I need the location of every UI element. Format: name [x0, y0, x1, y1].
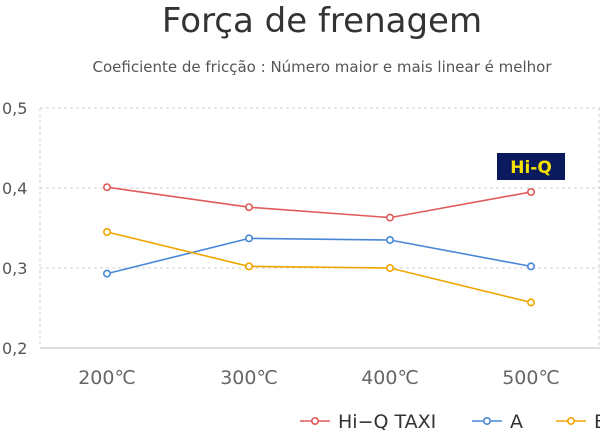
legend-swatch-marker [482, 416, 491, 425]
data-point [526, 188, 535, 197]
y-tick-label: 0,5 [2, 99, 27, 118]
data-point [245, 203, 254, 212]
data-point [245, 262, 254, 271]
y-tick-label: 0,2 [2, 339, 27, 358]
y-tick-label: 0,4 [2, 179, 27, 198]
x-axis-ticks: 200℃ 300℃ 400℃ 500℃ [78, 367, 560, 389]
chart-subtitle: Coeficiente de fricção : Número maior e … [93, 58, 553, 76]
legend-label: A [510, 411, 523, 430]
series-lines [103, 183, 535, 307]
data-point [385, 263, 394, 272]
data-point [103, 183, 112, 192]
y-axis-ticks: 0,2 0,3 0,4 0,5 [2, 99, 27, 358]
legend-label: B [594, 411, 600, 430]
x-tick-label: 500℃ [502, 367, 560, 389]
data-point [385, 236, 394, 245]
x-tick-label: 400℃ [361, 367, 419, 389]
data-point [526, 262, 535, 271]
data-point [526, 298, 535, 307]
data-point [385, 213, 394, 222]
hi-q-badge-label: Hi-Q [510, 158, 552, 178]
data-point [103, 269, 112, 278]
data-point [103, 228, 112, 237]
legend-swatch-marker [310, 416, 319, 425]
y-tick-label: 0,3 [2, 259, 27, 278]
data-point [245, 234, 254, 243]
hi-q-badge-background [497, 153, 565, 180]
legend-swatch-marker [566, 416, 575, 425]
x-tick-label: 200℃ [78, 367, 136, 389]
legend-label: Hi−Q TAXI [338, 411, 436, 430]
chart-title: Força de frenagem [162, 1, 482, 41]
series-line [106, 237, 532, 275]
legend: Hi−Q TAXI A B [300, 411, 600, 430]
gridlines [39, 107, 600, 349]
hi-q-badge: Hi-Q [497, 153, 565, 180]
series-line [106, 231, 532, 304]
x-tick-label: 300℃ [220, 367, 278, 389]
series-line [106, 186, 532, 219]
